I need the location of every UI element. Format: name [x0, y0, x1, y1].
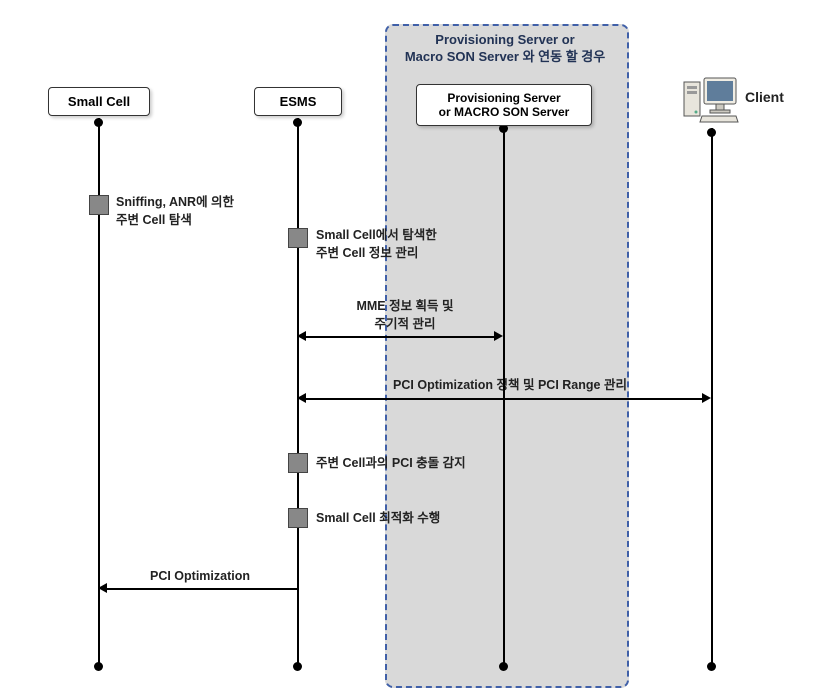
- lifeline-client-top-dot: [707, 128, 716, 137]
- note-sniffing-l1: Sniffing, ANR에 의한: [116, 195, 234, 209]
- group-title: Provisioning Server or Macro SON Server …: [360, 32, 650, 66]
- client-icon: [682, 72, 740, 129]
- lifeline-client-bottom-dot: [707, 662, 716, 671]
- lifeline-smallcell-top-dot: [94, 118, 103, 127]
- group-title-line1: Provisioning Server or: [435, 32, 574, 47]
- msg-mme-label: MME 정보 획득 및 주기적 관리: [330, 298, 480, 333]
- arrow-mme: [302, 336, 498, 338]
- actor-prov-label-l2: or MACRO SON Server: [439, 105, 570, 119]
- arrow-pciopt-left: [98, 583, 107, 593]
- note-optimize-text: Small Cell 최적화 수행: [316, 510, 440, 528]
- note-cellinfo-l2: 주변 Cell 정보 관리: [316, 246, 418, 260]
- actor-smallcell-label: Small Cell: [68, 94, 130, 109]
- lifeline-client: [711, 128, 713, 668]
- actor-esms-label: ESMS: [280, 94, 317, 109]
- note-cellinfo-text: Small Cell에서 탐색한 주변 Cell 정보 관리: [316, 227, 437, 262]
- note-sniffing-l2: 주변 Cell 탐색: [116, 213, 192, 227]
- msg-mme-l2: 주기적 관리: [375, 317, 436, 331]
- msg-mme-l1: MME 정보 획득 및: [356, 299, 453, 313]
- msg-pcipolicy-label: PCI Optimization 정책 및 PCI Range 관리: [360, 377, 660, 395]
- msg-pcipolicy-l1: PCI Optimization 정책 및 PCI Range 관리: [393, 378, 627, 392]
- actor-prov: Provisioning Server or MACRO SON Server: [416, 84, 592, 126]
- actor-prov-label-l1: Provisioning Server: [447, 91, 560, 105]
- group-title-line2: Macro SON Server 와 연동 할 경우: [405, 49, 605, 64]
- note-optimize-l1: Small Cell 최적화 수행: [316, 511, 440, 525]
- lifeline-smallcell-bottom-dot: [94, 662, 103, 671]
- note-collision-box: [288, 453, 308, 473]
- sequence-diagram: Provisioning Server or Macro SON Server …: [0, 0, 823, 699]
- note-sniffing-text: Sniffing, ANR에 의한 주변 Cell 탐색: [116, 194, 234, 229]
- note-optimize-box: [288, 508, 308, 528]
- lifeline-prov: [503, 124, 505, 668]
- msg-pciopt-label: PCI Optimization: [130, 568, 270, 586]
- note-collision-text: 주변 Cell과의 PCI 충돌 감지: [316, 455, 466, 473]
- lifeline-esms-bottom-dot: [293, 662, 302, 671]
- lifeline-esms-top-dot: [293, 118, 302, 127]
- actor-smallcell: Small Cell: [48, 87, 150, 116]
- note-cellinfo-l1: Small Cell에서 탐색한: [316, 228, 437, 242]
- arrow-pciopt: [106, 588, 297, 590]
- msg-pciopt-l1: PCI Optimization: [150, 569, 250, 583]
- note-cellinfo-box: [288, 228, 308, 248]
- arrow-pcipolicy-left: [297, 393, 306, 403]
- arrow-mme-right: [494, 331, 503, 341]
- note-sniffing-box: [89, 195, 109, 215]
- actor-esms: ESMS: [254, 87, 342, 116]
- arrow-pcipolicy-right: [702, 393, 711, 403]
- arrow-mme-left: [297, 331, 306, 341]
- note-collision-l1: 주변 Cell과의 PCI 충돌 감지: [316, 456, 466, 470]
- actor-client-label: Client: [745, 88, 784, 108]
- lifeline-prov-bottom-dot: [499, 662, 508, 671]
